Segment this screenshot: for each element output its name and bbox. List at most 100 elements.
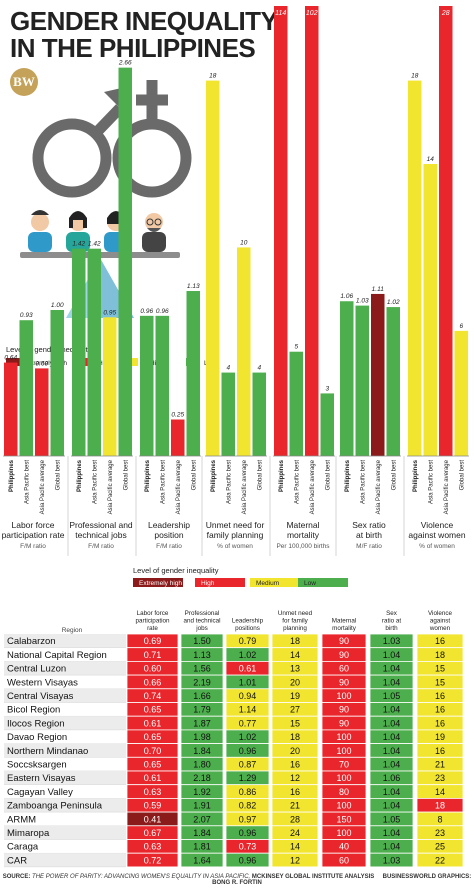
table-cell-value: 20 <box>290 746 300 756</box>
legend-swatch-high <box>80 358 94 366</box>
table-cell <box>126 852 179 868</box>
bar-value-label: 18 <box>411 73 419 80</box>
table-cell-value: 23 <box>435 828 445 838</box>
bar-5-1 <box>355 305 369 456</box>
table-cell-value: 0.79 <box>239 636 257 646</box>
table-cell-value: 0.87 <box>239 760 257 770</box>
title-line-1: GENDER INEQUALITY <box>10 6 278 36</box>
group-unit: % of women <box>217 543 253 550</box>
bar-value-label: 0.96 <box>140 308 153 315</box>
table-cell-value: 1.02 <box>239 650 257 660</box>
table-cell-value: 1.14 <box>239 705 257 715</box>
row-band <box>4 771 126 785</box>
table-cell-value: 1.04 <box>383 760 401 770</box>
region-name: Davao Region <box>7 732 67 743</box>
table-cell-value: 1.06 <box>383 773 401 783</box>
bar-value-label: 14 <box>427 156 435 163</box>
table-cell-value: 1.04 <box>383 746 401 756</box>
table-cell-value: 12 <box>290 855 300 865</box>
source-note: SOURCE: THE POWER OF PARITY: ADVANCING W… <box>0 874 474 886</box>
bar-value-label: 1.02 <box>387 299 400 306</box>
businessworld-logo: BW <box>10 68 38 96</box>
table-cell <box>180 852 224 868</box>
table-cell-value: 1.03 <box>383 855 401 865</box>
column-header: jobs <box>195 625 208 632</box>
category-tick-label: Asia Pacific best <box>160 460 166 504</box>
table-cell-value: 90 <box>339 636 349 646</box>
bar-6-2 <box>439 6 453 456</box>
group-label: position <box>154 530 184 540</box>
category-tick-label: Philippines <box>211 459 217 492</box>
bar-value-label: 4 <box>226 365 230 372</box>
group-label: Professional and <box>69 520 133 530</box>
table-cell-value: 18 <box>290 636 300 646</box>
group-label: technical jobs <box>75 530 127 540</box>
table-cell-value: 0.73 <box>239 842 257 852</box>
table-cell-value: 0.61 <box>144 773 162 783</box>
table-cell-value: 0.71 <box>144 650 162 660</box>
bar-6-1 <box>423 164 437 456</box>
category-tick-label: Global best <box>391 460 397 491</box>
table-cell-value: 0.96 <box>239 746 257 756</box>
column-header: women <box>429 625 451 632</box>
category-tick-label: Asia Pacific average <box>310 459 316 514</box>
group-label: participation rate <box>2 530 65 540</box>
table-cell-value: 23 <box>435 773 445 783</box>
table-cell-value: 15 <box>290 718 300 728</box>
category-tick-label: Philippines <box>413 459 419 492</box>
group-label: Labor force <box>12 520 55 530</box>
table-cell-value: 20 <box>290 677 300 687</box>
bar-value-label: 28 <box>441 10 450 17</box>
table-cell-value: 0.63 <box>144 842 162 852</box>
column-header: rate <box>147 625 158 632</box>
column-header: birth <box>385 625 398 632</box>
bar-value-label: 2.66 <box>118 60 132 67</box>
region-name: Ilocos Region <box>7 718 65 729</box>
bar-4-1 <box>289 351 303 456</box>
table-cell-value: 90 <box>339 677 349 687</box>
bar-4-3 <box>320 393 334 456</box>
table-cell-value: 1.02 <box>239 732 257 742</box>
group-label: Unmet need for <box>206 520 265 530</box>
legend-label-medium: Medium <box>142 360 165 367</box>
table-cell-value: 15 <box>435 664 445 674</box>
bar-value-label: 0.96 <box>156 308 169 315</box>
table-cell-value: 13 <box>290 664 300 674</box>
group-label: Sex ratio <box>352 520 386 530</box>
bar-value-label: 0.64 <box>4 355 17 362</box>
bar-value-label: 5 <box>294 344 298 351</box>
category-tick-label: Asia Pacific average <box>242 459 248 514</box>
category-tick-label: Philippines <box>345 459 351 492</box>
row-header: Region <box>62 627 83 634</box>
group-unit: Per 100,000 births <box>276 543 330 550</box>
bar-value-label: 0.25 <box>171 412 184 419</box>
table-legend-swatch-high <box>195 578 245 587</box>
bar-value-label: 3 <box>325 385 329 392</box>
table-cell-value: 0.94 <box>239 691 257 701</box>
table-cell-value: 0.65 <box>144 760 162 770</box>
table-cell-value: 1.04 <box>383 801 401 811</box>
table-legend-label-low: Low <box>304 580 316 587</box>
title-line-2: IN THE PHILIPPINES <box>10 33 256 63</box>
table-cell-value: 1.81 <box>193 842 211 852</box>
table-cell-value: 1.84 <box>193 746 211 756</box>
bar-value-label: 1.00 <box>51 302 64 309</box>
column-header: planning <box>283 625 307 632</box>
category-tick-label: Philippines <box>145 459 151 492</box>
category-tick-label: Asia Pacific average <box>108 459 114 514</box>
table-cell-value: 0.59 <box>144 801 162 811</box>
table-cell-value: 0.70 <box>144 746 162 756</box>
region-name: National Capital Region <box>7 650 107 661</box>
region-name: Calabarzon <box>7 636 56 647</box>
table-cell-value: 1.05 <box>383 814 401 824</box>
column-header: Labor force <box>137 610 169 617</box>
column-header: Professional <box>185 610 220 617</box>
table-cell-value: 100 <box>336 746 351 756</box>
table-cell-value: 16 <box>435 746 445 756</box>
bar-1-1 <box>87 248 101 456</box>
table-cell-value: 1.87 <box>193 718 211 728</box>
row-band <box>4 825 126 840</box>
legend-table-title: Level of gender inequality <box>133 566 219 575</box>
table-cell-value: 16 <box>435 691 445 701</box>
